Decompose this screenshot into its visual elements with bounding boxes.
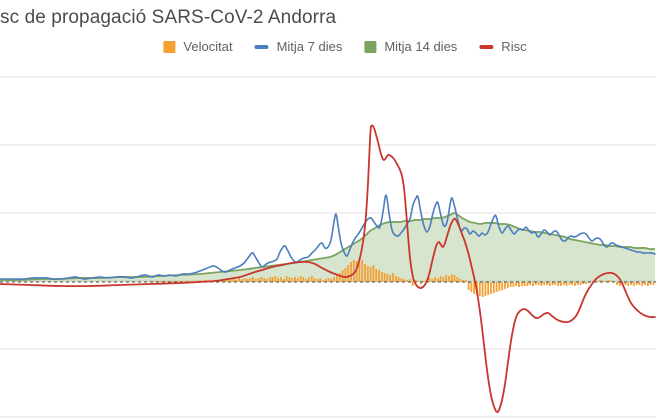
legend-item-mitja-14-dies: Mitja 14 dies (364, 39, 457, 54)
chart-title: sc de propagació SARS-CoV-2 Andorra (0, 7, 337, 28)
legend-swatch-velocitat-icon (163, 40, 176, 53)
legend-label-velocitat: Velocitat (183, 39, 233, 54)
velocitat-bars (151, 260, 655, 297)
chart-legend: Velocitat Mitja 7 dies Mitja 14 dies Ris… (163, 39, 527, 54)
legend-label-risc: Risc (501, 39, 527, 54)
legend-label-mitja-7-dies: Mitja 7 dies (276, 39, 343, 54)
mitja-7-dies-line (0, 194, 656, 280)
legend-swatch-mitja-7-dies-icon (254, 44, 269, 49)
legend-item-mitja-7-dies: Mitja 7 dies (254, 39, 343, 54)
legend-item-velocitat: Velocitat (163, 39, 233, 54)
risc-line (0, 124, 656, 413)
legend-label-mitja-14-dies: Mitja 14 dies (384, 39, 458, 54)
legend-swatch-mitja-14-dies-icon (364, 40, 377, 53)
mitja-14-dies-area (0, 212, 656, 282)
gridlines (0, 76, 656, 418)
legend-item-risc: Risc (479, 39, 527, 54)
legend-swatch-risc-icon (479, 44, 494, 49)
